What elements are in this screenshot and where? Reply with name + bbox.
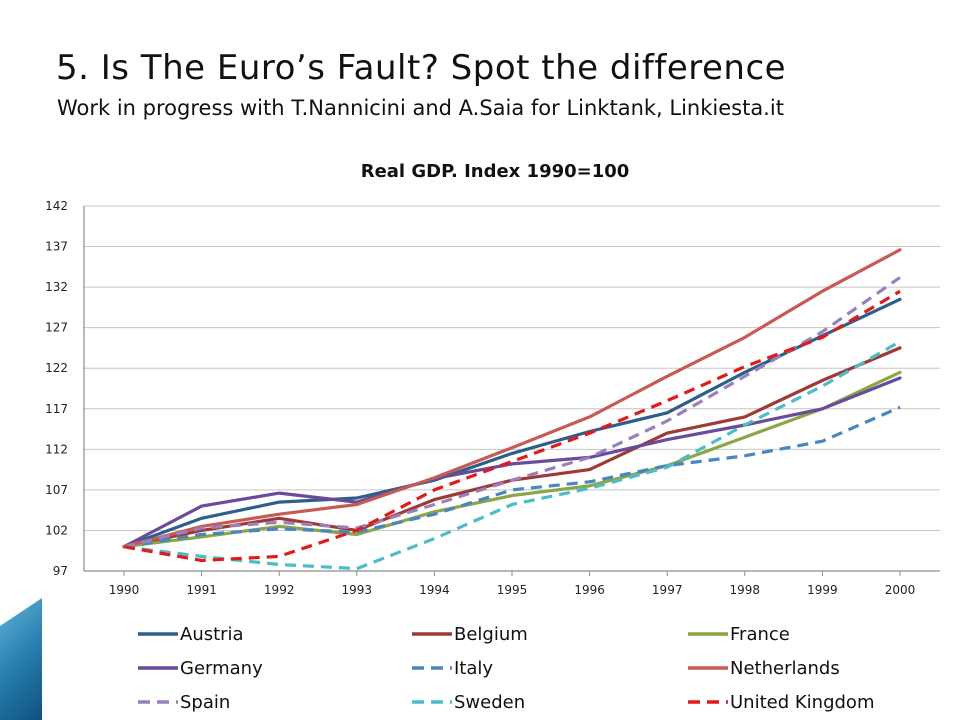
x-tick-label: 1996 — [574, 583, 605, 597]
tick-layer: 97 102 107 112 117 122 127 132 137 142 1990 1991 199… — [45, 199, 915, 597]
legend-label-netherlands: Netherlands — [730, 658, 840, 679]
x-tick-label: 1993 — [342, 583, 373, 597]
y-tick-label: 102 — [45, 523, 68, 537]
y-tick-label: 137 — [45, 240, 68, 254]
series-layer — [122, 248, 902, 571]
y-tick-label: 112 — [45, 442, 68, 456]
legend-label-germany: Germany — [180, 658, 263, 679]
x-tick-label: 1995 — [497, 583, 528, 597]
x-tick-label: 1997 — [652, 583, 683, 597]
legend-label-sweden: Sweden — [454, 692, 525, 713]
series-line-sweden — [123, 340, 901, 571]
series-line-spain — [123, 276, 901, 549]
legend-label-belgium: Belgium — [454, 624, 528, 645]
series-line-united-kingdom — [123, 289, 901, 563]
legend-label-italy: Italy — [454, 658, 493, 679]
series-line-netherlands — [122, 248, 902, 549]
corner-decoration — [0, 598, 42, 720]
y-tick-label: 97 — [53, 564, 68, 578]
x-tick-label: 1999 — [807, 583, 838, 597]
y-tick-label: 122 — [45, 361, 68, 375]
x-tick-label: 1994 — [419, 583, 450, 597]
y-tick-label: 132 — [45, 280, 68, 294]
x-tick-label: 1998 — [730, 583, 761, 597]
slide-title: 5. Is The Euro’s Fault? Spot the differe… — [56, 48, 787, 88]
legend-label-austria: Austria — [180, 624, 244, 645]
slide-subtitle: Work in progress with T.Nannicini and A.… — [57, 96, 784, 120]
x-tick-label: 1990 — [109, 583, 140, 597]
y-tick-label: 107 — [45, 483, 68, 497]
x-tick-label: 1991 — [186, 583, 217, 597]
y-tick-label: 117 — [45, 402, 68, 416]
legend-label-united-kingdom: United Kingdom — [730, 692, 874, 713]
x-tick-label: 2000 — [885, 583, 916, 597]
legend: Austria Belgium France Germany Italy Netherla… — [138, 624, 874, 713]
chart-title: Real GDP. Index 1990=100 — [361, 161, 630, 182]
legend-label-france: France — [730, 624, 790, 645]
gdp-line-chart: Real GDP. Index 1990=100 97 102 107 112 117 1… — [45, 161, 940, 713]
y-tick-label: 142 — [45, 199, 68, 213]
series-line-germany — [122, 376, 902, 549]
x-tick-label: 1992 — [264, 583, 295, 597]
y-tick-label: 127 — [45, 321, 68, 335]
grid-layer — [83, 205, 940, 576]
legend-label-spain: Spain — [180, 692, 230, 713]
series-line-italy — [123, 405, 901, 549]
